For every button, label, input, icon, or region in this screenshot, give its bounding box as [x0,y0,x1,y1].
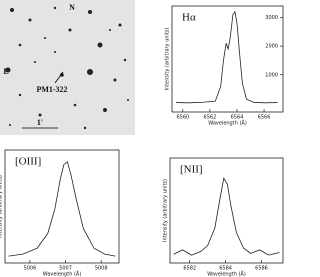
x-axis-label: Wavelength (Å) [207,271,246,277]
x-axis-label: Wavelength (Å) [43,271,82,277]
x-tick-label: 6564 [231,115,244,121]
x-tick-label: 5007 [59,266,72,272]
plot-frame [4,149,120,264]
x-tick-label: 5006 [24,266,37,272]
x-tick-label: 6562 [204,115,217,121]
panel-label: [NII] [180,164,203,176]
star-field: N E PM1-322 1' [0,0,135,135]
x-tick-label: 6582 [183,266,196,272]
spectrum-line [173,177,280,256]
y-tick-label: 2000 [265,44,278,50]
plot-frame [171,5,284,113]
x-tick-label: 6584 [219,266,232,272]
arrow-head [60,72,63,76]
field-background [0,0,135,135]
y-axis-label: Intensity (arbitrary units) [165,27,171,90]
y-axis-label: Intensity (arbitrary units) [0,175,4,238]
figure: N E PM1-322 1' 6560 6562 6564 6566 1000 2000 3… [0,0,284,277]
scale-label: 1' [37,118,43,127]
x-tick-label: 6560 [176,115,189,121]
panel-label: [OIII] [15,156,41,168]
spectrum-line [176,10,278,104]
panel-label: Hα [182,12,196,24]
x-tick-label: 6566 [258,115,271,121]
object-label: PM1-322 [36,85,67,94]
plot-frame [169,157,284,264]
stars [5,6,129,130]
x-axis-label: Wavelength (Å) [208,120,247,127]
y-tick-label: 1000 [265,72,278,78]
north-label: N [69,3,75,12]
east-label: E [3,67,8,76]
x-tick-label: 5008 [95,266,108,272]
spectrum-line [8,161,116,257]
y-tick-label: 3000 [265,15,278,21]
y-axis-label: Intensity (arbitrary units) [163,179,169,242]
x-tick-label: 6586 [255,266,268,272]
